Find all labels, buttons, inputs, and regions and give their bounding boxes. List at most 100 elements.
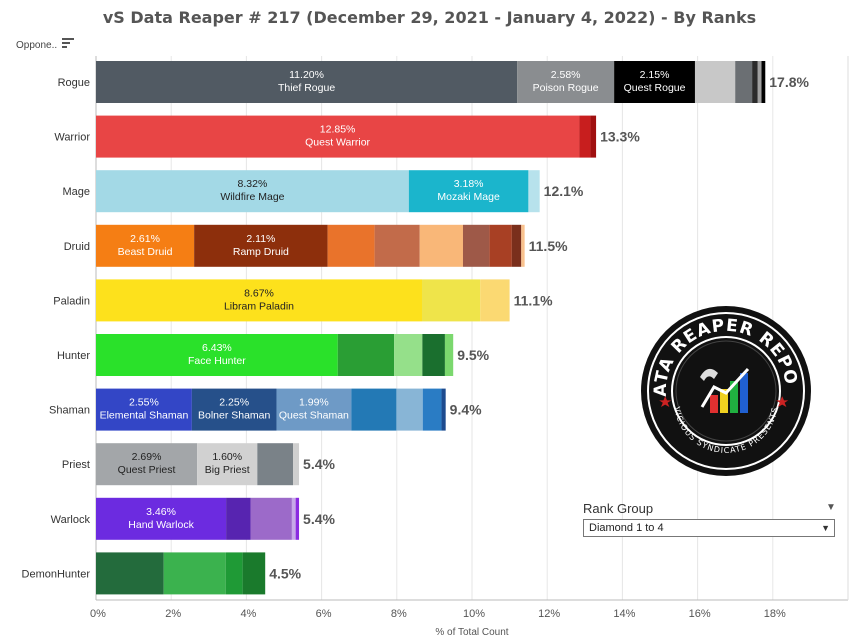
- segment-value-label: 12.85%: [320, 124, 356, 136]
- segment-value-label: 2.61%: [130, 233, 160, 245]
- segment-name-label: Hand Warlock: [128, 519, 194, 531]
- bar-segment[interactable]: [96, 388, 192, 431]
- x-tick-label: 6%: [316, 608, 332, 620]
- bar-segment[interactable]: [517, 61, 615, 103]
- bar-segment[interactable]: [242, 552, 266, 595]
- bar-segment[interactable]: [96, 170, 409, 213]
- bar-segment[interactable]: [276, 388, 352, 431]
- bar-segment[interactable]: [96, 61, 518, 103]
- total-value-label: 17.8%: [769, 74, 809, 90]
- segment-value-label: 2.25%: [219, 397, 249, 409]
- total-value-label: 5.4%: [303, 511, 335, 527]
- segment-value-label: 3.46%: [146, 506, 176, 518]
- bar-segment[interactable]: [191, 388, 277, 431]
- total-value-label: 5.4%: [303, 456, 335, 472]
- bar-segment[interactable]: [96, 115, 580, 158]
- bar-segment[interactable]: [226, 497, 251, 540]
- bar-segment[interactable]: [96, 497, 227, 540]
- bar-segment[interactable]: [374, 224, 420, 267]
- x-axis-title: % of Total Count: [435, 627, 508, 638]
- segment-name-label: Wildfire Mage: [220, 191, 284, 203]
- bar-segment[interactable]: [394, 334, 423, 376]
- bar-segment[interactable]: [337, 334, 395, 376]
- total-value-label: 11.1%: [514, 292, 553, 308]
- total-value-label: 9.5%: [457, 347, 489, 363]
- bar-segment[interactable]: [422, 388, 442, 431]
- bar-segment[interactable]: [295, 497, 300, 540]
- segment-value-label: 2.15%: [640, 69, 670, 81]
- x-tick-label: 10%: [463, 608, 485, 620]
- category-label: DemonHunter: [22, 568, 91, 580]
- bar-segment[interactable]: [197, 443, 258, 486]
- bar-segment[interactable]: [421, 279, 481, 322]
- bar-segment[interactable]: [462, 224, 490, 267]
- bar-segment[interactable]: [521, 224, 525, 267]
- bar-segment[interactable]: [441, 388, 446, 431]
- segment-name-label: Ramp Druid: [233, 246, 289, 258]
- rank-group-selected: Diamond 1 to 4: [589, 522, 664, 534]
- rank-group-dropdown[interactable]: Diamond 1 to 4 ▼: [583, 519, 835, 537]
- bar-segment[interactable]: [96, 279, 422, 322]
- rank-group-menu-icon[interactable]: ▼: [826, 502, 836, 513]
- bar-segment[interactable]: [444, 334, 454, 376]
- bar-segment[interactable]: [96, 443, 198, 486]
- bar-segment[interactable]: [757, 61, 762, 103]
- x-tick-label: 8%: [391, 608, 407, 620]
- bar-segment[interactable]: [590, 115, 597, 158]
- bar-segment[interactable]: [408, 170, 529, 213]
- x-tick-label: 14%: [613, 608, 635, 620]
- total-value-label: 13.3%: [600, 129, 640, 145]
- segment-name-label: Quest Rogue: [624, 82, 686, 94]
- opponent-sort-label[interactable]: Oppone..: [16, 40, 58, 51]
- segment-name-label: Thief Rogue: [278, 82, 335, 94]
- segment-name-label: Beast Druid: [118, 246, 173, 258]
- bar-segment[interactable]: [163, 552, 226, 595]
- segment-name-label: Quest Priest: [118, 464, 176, 476]
- x-tick-label: 12%: [538, 608, 560, 620]
- bar-segment[interactable]: [579, 115, 591, 158]
- bar-segment[interactable]: [489, 224, 512, 267]
- bar-segment[interactable]: [752, 61, 758, 103]
- bar-segment[interactable]: [422, 334, 445, 376]
- sort-icon[interactable]: [62, 38, 74, 50]
- category-label: Warrior: [54, 132, 90, 144]
- bar-segment[interactable]: [480, 279, 510, 322]
- segment-value-label: 2.69%: [132, 451, 162, 463]
- bar-segment[interactable]: [419, 224, 463, 267]
- category-label: Mage: [62, 186, 90, 198]
- bar-segment[interactable]: [614, 61, 695, 103]
- rank-group-title: Rank Group: [583, 501, 654, 516]
- bar-segment[interactable]: [194, 224, 328, 267]
- bar-segment[interactable]: [528, 170, 540, 213]
- bar-segment[interactable]: [293, 443, 300, 486]
- category-label: Warlock: [51, 514, 91, 526]
- bar-segment[interactable]: [96, 224, 195, 267]
- x-tick-label: 4%: [240, 608, 256, 620]
- segment-name-label: Face Hunter: [188, 355, 246, 367]
- bar-segment[interactable]: [225, 552, 243, 595]
- segment-name-label: Big Priest: [205, 464, 250, 476]
- bar-segment[interactable]: [291, 497, 296, 540]
- bar-segment[interactable]: [396, 388, 423, 431]
- category-label: Shaman: [49, 405, 90, 417]
- category-label: Priest: [62, 459, 90, 471]
- bar-segment[interactable]: [250, 497, 292, 540]
- category-label: Hunter: [57, 350, 90, 362]
- x-tick-label: 16%: [689, 608, 711, 620]
- bar-segment[interactable]: [351, 388, 397, 431]
- segment-value-label: 1.60%: [212, 451, 242, 463]
- x-tick-label: 2%: [165, 608, 181, 620]
- segment-value-label: 2.55%: [129, 397, 159, 409]
- bar-segment[interactable]: [96, 552, 164, 595]
- bar-segment[interactable]: [257, 443, 294, 486]
- bar-segment[interactable]: [511, 224, 522, 267]
- category-label: Druid: [64, 241, 90, 253]
- bar-segment[interactable]: [694, 61, 736, 103]
- x-tick-label: 0%: [90, 608, 106, 620]
- bar-segment[interactable]: [761, 61, 766, 103]
- bar-segment[interactable]: [327, 224, 375, 267]
- category-label: Rogue: [58, 77, 90, 89]
- bar-segment[interactable]: [96, 334, 338, 376]
- bar-segment[interactable]: [735, 61, 753, 103]
- segment-name-label: Bolner Shaman: [198, 410, 271, 422]
